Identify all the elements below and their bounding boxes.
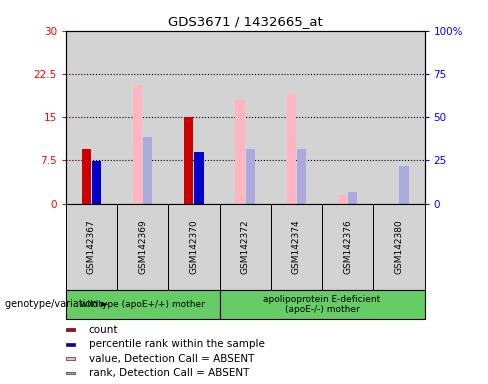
Bar [195, 152, 203, 204]
Bar [168, 204, 220, 290]
Bar [373, 204, 425, 290]
Text: count: count [89, 325, 119, 335]
Bar [246, 149, 255, 204]
Text: rank, Detection Call = ABSENT: rank, Detection Call = ABSENT [89, 368, 249, 378]
Bar [66, 31, 117, 204]
Text: GSM142376: GSM142376 [343, 219, 352, 274]
Bar [297, 149, 306, 204]
Bar [92, 162, 101, 204]
Text: GSM142380: GSM142380 [394, 219, 404, 274]
Bar [117, 204, 168, 290]
Text: genotype/variation ►: genotype/variation ► [5, 299, 108, 310]
Bar [271, 31, 322, 204]
Bar [82, 149, 91, 204]
Bar [220, 290, 425, 319]
Bar [117, 31, 168, 204]
Bar [400, 166, 408, 204]
Text: GSM142370: GSM142370 [189, 219, 199, 274]
Bar [143, 137, 152, 204]
Bar [220, 204, 271, 290]
Bar [66, 372, 76, 374]
Bar [271, 204, 322, 290]
Bar [236, 100, 244, 204]
Bar [287, 94, 296, 204]
Bar [66, 357, 76, 360]
Bar [322, 31, 373, 204]
Bar [348, 192, 357, 204]
Text: GSM142367: GSM142367 [87, 219, 96, 274]
Text: percentile rank within the sample: percentile rank within the sample [89, 339, 264, 349]
Text: wildtype (apoE+/+) mother: wildtype (apoE+/+) mother [81, 300, 205, 309]
Bar [66, 290, 220, 319]
Bar [168, 31, 220, 204]
Bar [66, 204, 117, 290]
Bar [220, 31, 271, 204]
Title: GDS3671 / 1432665_at: GDS3671 / 1432665_at [168, 15, 323, 28]
Text: GSM142369: GSM142369 [138, 219, 147, 274]
Text: value, Detection Call = ABSENT: value, Detection Call = ABSENT [89, 354, 254, 364]
Bar [373, 31, 425, 204]
Bar [66, 343, 76, 346]
Bar [133, 86, 142, 204]
Text: GSM142374: GSM142374 [292, 219, 301, 274]
Bar [322, 204, 373, 290]
Bar [338, 195, 347, 204]
Text: GSM142372: GSM142372 [241, 219, 250, 274]
Bar [66, 328, 76, 331]
Bar [184, 117, 193, 204]
Text: apolipoprotein E-deficient
(apoE-/-) mother: apolipoprotein E-deficient (apoE-/-) mot… [264, 295, 381, 314]
